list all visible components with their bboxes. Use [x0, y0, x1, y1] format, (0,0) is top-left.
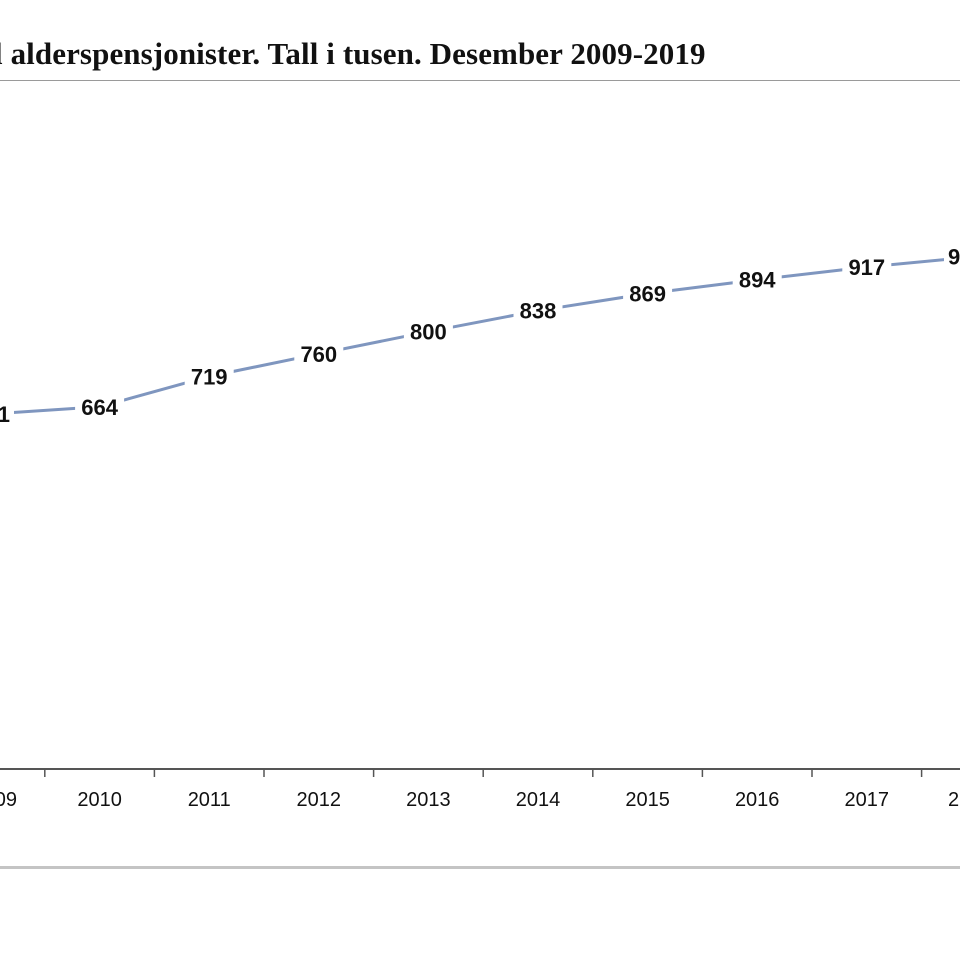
data-label-group: 760: [294, 339, 344, 368]
x-axis-ticks: [44, 769, 923, 777]
x-tick-labels: 09 2010 2011 2012 2013 2014 2015 2016 2017 2: [0, 789, 959, 811]
data-label: 9: [948, 245, 960, 270]
data-label-background: [75, 392, 125, 421]
data-label-group: 869: [623, 279, 673, 308]
x-tick-label: 2014: [516, 789, 561, 811]
data-label-background: [513, 296, 563, 325]
data-label-background: [184, 362, 234, 391]
title-divider: [0, 80, 960, 81]
x-tick-label: 2015: [625, 789, 670, 811]
data-label: 917: [848, 255, 885, 280]
data-label: 719: [191, 364, 228, 389]
data-labels: 1 664 719 760 800 838 869 894 917 9: [0, 242, 960, 428]
data-label: 894: [739, 268, 776, 293]
bottom-divider: [0, 866, 960, 869]
data-label-background: [944, 242, 960, 271]
data-label-group: 838: [513, 296, 563, 325]
data-label-background: [623, 279, 673, 308]
data-label-group: 664: [75, 392, 125, 421]
data-label: 760: [300, 342, 337, 367]
data-label-group: 9: [944, 242, 960, 271]
x-tick-label: 2011: [188, 789, 231, 811]
data-label-background: [842, 253, 892, 281]
data-label-group: 800: [403, 317, 453, 346]
data-label-group: 894: [732, 265, 782, 294]
data-label-background: [732, 265, 782, 294]
x-tick-label: 2017: [845, 789, 890, 811]
data-label-background: [403, 317, 453, 346]
series-line: [0, 256, 960, 415]
x-tick-label: 2016: [735, 789, 780, 811]
x-tick-label: 2013: [406, 789, 451, 811]
data-label-background: [0, 400, 14, 428]
x-tick-label: 09: [0, 789, 17, 811]
x-tick-label: 2: [948, 789, 959, 811]
x-tick-label: 2010: [77, 789, 122, 811]
data-label: 800: [410, 320, 447, 345]
data-label-group: 1: [0, 400, 14, 428]
data-label-group: 917: [842, 253, 892, 281]
data-label: 869: [629, 282, 666, 307]
data-label: 664: [81, 395, 118, 420]
x-tick-label: 2012: [297, 789, 342, 811]
data-label: 838: [520, 299, 557, 324]
data-label: 1: [0, 402, 10, 427]
data-label-background: [294, 339, 344, 368]
data-label-group: 719: [184, 362, 234, 391]
chart-title: l alderspensjonister. Tall i tusen. Dese…: [0, 36, 706, 71]
